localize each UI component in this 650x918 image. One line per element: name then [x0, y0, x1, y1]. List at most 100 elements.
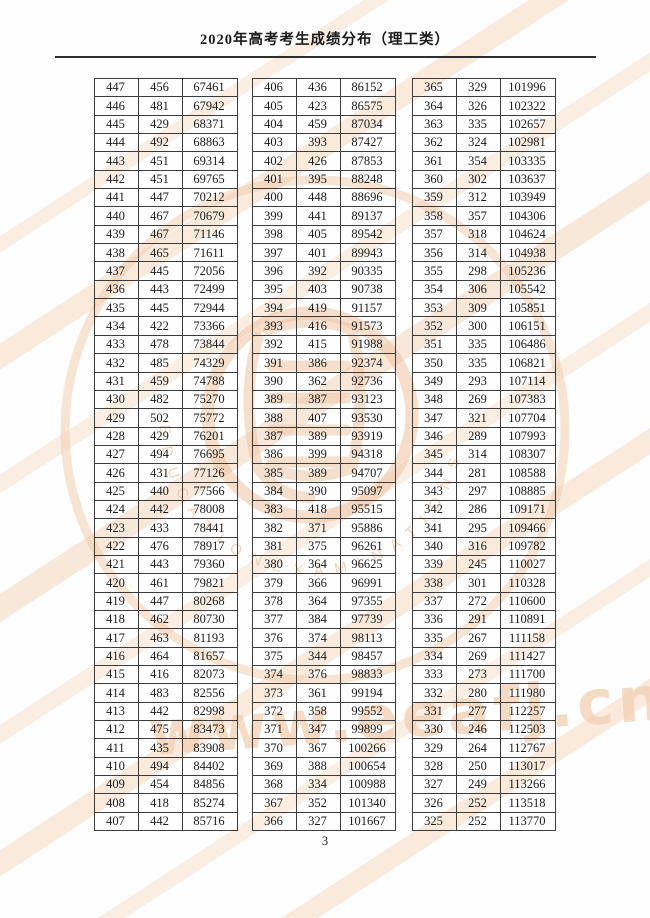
table-cell: 339 — [412, 554, 457, 575]
table-row: 396 392 90335 — [252, 261, 396, 281]
table-cell: 68863 — [182, 133, 238, 153]
table-cell: 335 — [456, 334, 501, 355]
table-cell: 295 — [456, 518, 501, 538]
table-cell: 108307 — [500, 444, 556, 465]
table-cell: 72499 — [182, 279, 238, 300]
table-row: 374 376 98833 — [252, 664, 396, 685]
table-row: 426 431 77126 — [94, 463, 238, 483]
table-cell: 110027 — [500, 554, 556, 575]
table-row: 420 461 79821 — [94, 573, 238, 593]
table-cell: 444 — [94, 133, 139, 153]
table-cell: 429 — [138, 426, 183, 446]
table-cell: 95515 — [340, 499, 396, 520]
table-cell: 324 — [456, 133, 501, 153]
table-cell: 347 — [412, 408, 457, 428]
table-row: 429 502 75772 — [94, 408, 238, 428]
table-cell: 250 — [456, 756, 501, 777]
table-cell: 318 — [456, 224, 501, 245]
table-cell: 106821 — [500, 353, 556, 373]
table-row: 443 451 69314 — [94, 151, 238, 171]
table-row: 437 445 72056 — [94, 261, 238, 281]
table-cell: 96261 — [340, 536, 396, 556]
table-cell: 358 — [412, 206, 457, 226]
table-cell: 110891 — [500, 609, 556, 630]
table-row: 388 407 93530 — [252, 408, 396, 428]
table-cell: 87427 — [340, 133, 396, 153]
table-cell: 69765 — [182, 169, 238, 190]
table-cell: 98457 — [340, 646, 396, 667]
table-row: 412 475 83473 — [94, 720, 238, 740]
table-cell: 401 — [296, 243, 341, 263]
table-cell: 375 — [252, 646, 297, 667]
table-cell: 448 — [296, 188, 341, 208]
table-cell: 82998 — [182, 701, 238, 722]
table-cell: 326 — [456, 96, 501, 116]
table-cell: 365 — [412, 77, 457, 98]
table-cell: 68371 — [182, 114, 238, 135]
table-row: 368 334 100988 — [252, 775, 396, 795]
table-row: 427 494 76695 — [94, 444, 238, 465]
table-cell: 107114 — [500, 371, 556, 391]
table-cell: 442 — [138, 499, 183, 520]
table-cell: 98833 — [340, 664, 396, 685]
table-cell: 430 — [94, 389, 139, 410]
table-cell: 81193 — [182, 628, 238, 648]
table-cell: 436 — [296, 77, 341, 98]
table-cell: 269 — [456, 646, 501, 667]
table-row: 326 252 113518 — [412, 793, 556, 813]
table-cell: 387 — [252, 426, 297, 446]
table-cell: 400 — [252, 188, 297, 208]
table-row: 394 419 91157 — [252, 298, 396, 318]
table-row: 440 467 70679 — [94, 206, 238, 226]
table-cell: 111158 — [500, 628, 556, 648]
table-cell: 103637 — [500, 169, 556, 190]
table-cell: 277 — [456, 701, 501, 722]
table-cell: 330 — [412, 720, 457, 740]
table-cell: 107383 — [500, 389, 556, 410]
table-cell: 111427 — [500, 646, 556, 667]
table-cell: 431 — [94, 371, 139, 391]
table-cell: 321 — [456, 408, 501, 428]
header-rule — [55, 56, 596, 58]
table-cell: 100266 — [340, 738, 396, 758]
table-cell: 351 — [412, 334, 457, 355]
table-cell: 401 — [252, 169, 297, 190]
table-cell: 454 — [138, 775, 183, 795]
table-row: 345 314 108307 — [412, 444, 556, 465]
table-cell: 82556 — [182, 683, 238, 703]
table-cell: 463 — [138, 628, 183, 648]
table-cell: 325 — [412, 811, 457, 832]
table-cell: 104624 — [500, 224, 556, 245]
table-cell: 438 — [94, 243, 139, 263]
table-cell: 78441 — [182, 518, 238, 538]
table-cell: 417 — [94, 628, 139, 648]
table-cell: 392 — [252, 334, 297, 355]
table-cell: 384 — [296, 609, 341, 630]
table-cell: 459 — [296, 114, 341, 135]
table-cell: 364 — [296, 591, 341, 611]
table-cell: 427 — [94, 444, 139, 465]
table-cell: 342 — [412, 499, 457, 520]
table-cell: 101667 — [340, 811, 396, 832]
table-cell: 93530 — [340, 408, 396, 428]
table-cell: 328 — [412, 756, 457, 777]
table-cell: 389 — [252, 389, 297, 410]
table-cell: 357 — [412, 224, 457, 245]
table-cell: 343 — [412, 481, 457, 501]
table-cell: 246 — [456, 720, 501, 740]
table-cell: 465 — [138, 243, 183, 263]
table-cell: 348 — [412, 389, 457, 410]
table-cell: 426 — [296, 151, 341, 171]
table-cell: 418 — [296, 499, 341, 520]
table-cell: 369 — [252, 756, 297, 777]
table-cell: 109782 — [500, 536, 556, 556]
table-cell: 375 — [296, 536, 341, 556]
table-cell: 403 — [252, 133, 297, 153]
table-cell: 100654 — [340, 756, 396, 777]
table-cell: 362 — [412, 133, 457, 153]
table-cell: 73366 — [182, 316, 238, 336]
table-cell: 354 — [412, 279, 457, 300]
table-row: 362 324 102981 — [412, 133, 556, 153]
table-row: 349 293 107114 — [412, 371, 556, 391]
